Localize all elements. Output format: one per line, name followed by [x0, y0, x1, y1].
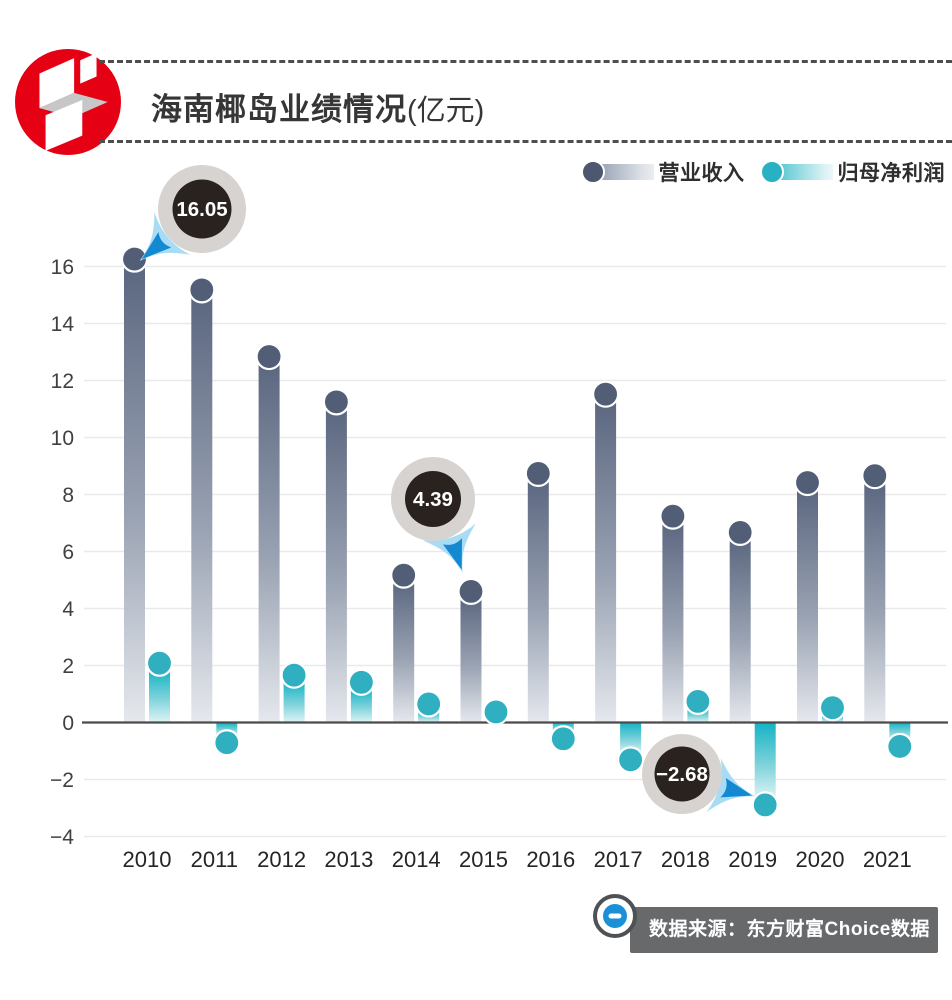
x-axis-labels: 2010 2011 2012 2013 2014 2015 2016 2017 2018 2019… — [123, 847, 912, 872]
bar-profit-2013 — [350, 688, 372, 723]
y-tick-label: −4 — [50, 826, 74, 849]
source-badge — [593, 894, 637, 938]
y-tick-label: 8 — [62, 484, 74, 507]
x-tick-label-2018: 2018 — [661, 847, 710, 872]
bar-cap-revenue-2020 — [793, 468, 822, 497]
x-tick-label-2021: 2021 — [863, 847, 912, 872]
page-title: 海南椰岛业绩情况(亿元) — [151, 84, 484, 129]
x-tick-label-2010: 2010 — [123, 847, 172, 872]
bar-cap-profit-2019 — [751, 791, 779, 819]
x-tick-label-2020: 2020 — [796, 847, 845, 872]
bar-revenue-2017 — [595, 400, 617, 723]
bar-cap-revenue-2015 — [457, 577, 485, 605]
title-unit: (亿元) — [407, 95, 485, 127]
bar-cap-profit-2010 — [145, 649, 174, 677]
revenue-series-icon — [580, 159, 654, 185]
minus-icon — [603, 904, 627, 928]
y-tick-label: −2 — [50, 769, 74, 792]
title-text: 海南椰岛业绩情况 — [151, 92, 407, 127]
y-tick-label: 12 — [51, 370, 74, 393]
bar-cap-profit-2021 — [886, 732, 914, 761]
bar-cap-revenue-2017 — [591, 380, 620, 408]
y-tick-label: 14 — [51, 313, 75, 336]
bar-revenue-2019 — [729, 538, 751, 723]
callout-bubble — [405, 471, 461, 527]
bar-revenue-2014 — [393, 581, 415, 723]
callout-2010: 16.05 — [139, 165, 246, 261]
legend-label-revenue: 营业收入 — [658, 162, 745, 185]
bar-cap-profit-2015 — [482, 698, 510, 726]
callout-sparkle-icon — [139, 211, 191, 261]
bar-cap-revenue-2013 — [322, 388, 350, 416]
bar-profit-2012 — [283, 681, 305, 723]
callout-sparkle-icon — [706, 758, 756, 813]
bar-profit-2017 — [620, 722, 642, 754]
x-tick-label-2013: 2013 — [324, 847, 373, 872]
callout-value: 4.39 — [413, 488, 453, 511]
bar-revenue-2010 — [124, 265, 145, 723]
bar-cap-revenue-2014 — [390, 561, 418, 589]
header-dash-bottom — [99, 140, 952, 143]
x-tick-label-2014: 2014 — [392, 847, 441, 872]
bar-series — [124, 265, 911, 799]
bar-cap-revenue-2021 — [861, 462, 889, 490]
x-tick-label-2012: 2012 — [257, 847, 306, 872]
bar-cap-profit-2017 — [616, 746, 645, 774]
callout-value: 16.05 — [176, 198, 227, 221]
bar-revenue-2018 — [662, 522, 684, 723]
x-tick-label-2011: 2011 — [191, 847, 238, 872]
source-text: 数据来源：东方财富Choice数据 — [649, 919, 930, 940]
bar-cap-profit-2014 — [415, 690, 443, 718]
callout-sparkle-icon — [422, 523, 476, 573]
bar-revenue-2021 — [864, 481, 886, 723]
x-tick-label-2017: 2017 — [594, 847, 643, 872]
y-tick-label: 16 — [51, 256, 74, 279]
gridlines: 16 14 12 10 8 6 4 2 0 −2 −4 — [50, 256, 946, 849]
bar-caps — [120, 245, 914, 819]
legend-item-profit: 归母净利润 — [759, 157, 946, 187]
legend-label-profit: 归母净利润 — [837, 162, 945, 185]
bar-cap-profit-2016 — [549, 725, 577, 753]
bar-cap-profit-2011 — [213, 729, 241, 757]
bar-cap-revenue-2016 — [524, 459, 552, 487]
x-tick-label-2019: 2019 — [728, 847, 777, 872]
y-tick-label: 2 — [62, 655, 74, 678]
bar-cap-revenue-2010 — [120, 245, 149, 273]
bar-cap-revenue-2011 — [188, 276, 216, 304]
y-tick-label: 4 — [62, 598, 74, 621]
bar-revenue-2012 — [258, 362, 280, 723]
y-tick-label: 0 — [62, 712, 74, 735]
bar-cap-revenue-2012 — [255, 342, 283, 371]
legend-item-revenue: 营业收入 — [580, 157, 745, 187]
bar-cap-revenue-2018 — [659, 502, 687, 530]
bar-revenue-2020 — [797, 488, 818, 723]
bar-cap-profit-2012 — [280, 661, 308, 689]
y-tick-label: 10 — [51, 427, 74, 450]
callout-bubble — [654, 746, 710, 802]
bar-profit-2019 — [754, 722, 776, 799]
legend: 营业收入 归母净利润 — [580, 157, 946, 187]
bar-revenue-2015 — [460, 597, 482, 723]
callout-bubble — [172, 179, 232, 239]
y-tick-label: 6 — [62, 541, 74, 564]
source-bar: 数据来源：东方财富Choice数据 — [630, 907, 938, 953]
profit-series-icon — [759, 159, 833, 185]
x-tick-label-2015: 2015 — [459, 847, 508, 872]
callout-2019: −2.68 — [642, 734, 756, 814]
bar-cap-revenue-2019 — [726, 518, 754, 546]
brand-logo-icon — [15, 49, 121, 155]
bar-revenue-2016 — [527, 479, 549, 723]
bar-revenue-2011 — [191, 295, 213, 723]
bar-revenue-2013 — [325, 407, 347, 723]
callout-2015: 4.39 — [391, 457, 476, 573]
header-dash-top — [99, 60, 952, 63]
bar-cap-profit-2018 — [684, 687, 712, 715]
x-tick-label-2016: 2016 — [526, 847, 575, 872]
bar-profit-2010 — [149, 669, 170, 723]
callout-value: −2.68 — [656, 763, 708, 786]
bar-cap-profit-2020 — [818, 694, 847, 722]
bar-cap-profit-2013 — [347, 668, 375, 696]
